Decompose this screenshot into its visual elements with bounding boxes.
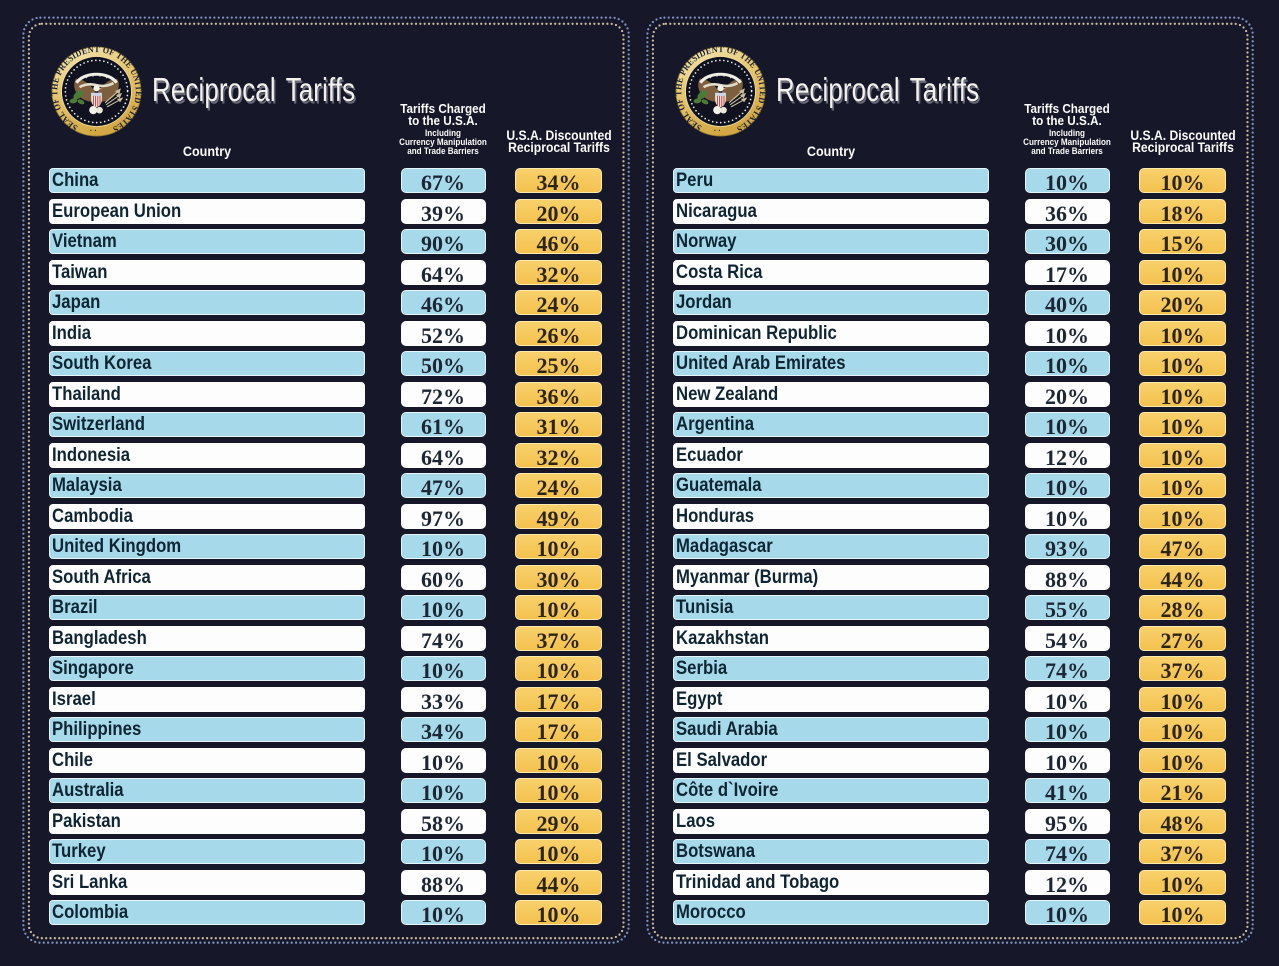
svg-text:· ·: · · [714, 126, 721, 135]
svg-text:· ·: · · [90, 126, 97, 135]
